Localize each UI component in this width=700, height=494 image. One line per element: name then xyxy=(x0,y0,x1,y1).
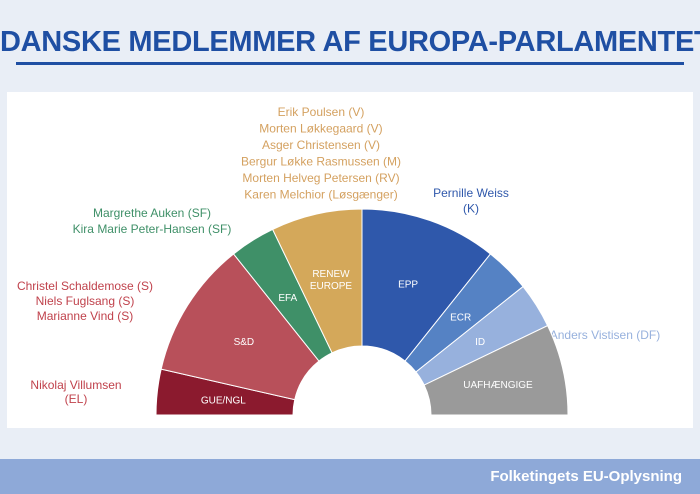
slice-label-renew-europe: RENEW EUROPE xyxy=(310,269,353,292)
member-name: Morten Løkkegaard (V) xyxy=(259,122,382,136)
members-id: Anders Vistisen (DF) xyxy=(550,328,660,342)
slice-label-epp: EPP xyxy=(398,279,418,290)
member-name: Christel Schaldemose (S) xyxy=(17,279,153,293)
member-name: Bergur Løkke Rasmussen (M) xyxy=(241,155,401,169)
member-name: Niels Fuglsang (S) xyxy=(36,294,135,308)
members-s-d: Christel Schaldemose (S)Niels Fuglsang (… xyxy=(17,279,153,323)
member-name: Anders Vistisen (DF) xyxy=(550,328,660,342)
slice-label-uafh-ngige: UAFHÆNGIGE xyxy=(463,380,533,391)
slice-s-d xyxy=(160,253,320,401)
member-name: Kira Marie Peter-Hansen (SF) xyxy=(73,222,232,236)
member-name: Erik Poulsen (V) xyxy=(278,105,365,119)
slice-label-gue-ngl: GUE/NGL xyxy=(201,395,246,406)
member-name: Marianne Vind (S) xyxy=(37,309,134,323)
slice-epp xyxy=(361,208,492,362)
member-name: Karen Melchior (Løsgænger) xyxy=(244,188,397,202)
member-name: Nikolaj Villumsen xyxy=(30,378,121,392)
member-name: Asger Christensen (V) xyxy=(262,138,380,152)
member-name: (EL) xyxy=(65,392,88,406)
member-name: Morten Helveg Petersen (RV) xyxy=(242,171,399,185)
slice-label-s-d: S&D xyxy=(234,337,255,348)
slice-label-ecr: ECR xyxy=(450,312,471,323)
members-epp: Pernille Weiss (K) xyxy=(433,186,509,216)
page-title: DANSKE MEDLEMMER AF EUROPA-PARLAMENTET xyxy=(0,26,700,58)
members-efa: Margrethe Auken (SF) Kira Marie Peter-Han… xyxy=(73,206,232,236)
member-name: Pernille Weiss xyxy=(433,186,509,200)
member-name: (K) xyxy=(463,202,479,216)
parliament-chart: GUE/NGL Nikolaj Villumsen(EL) S&D Christel … xyxy=(17,105,660,416)
members-gue-ngl: Nikolaj Villumsen(EL) xyxy=(30,378,121,406)
slice-label-id: ID xyxy=(475,337,485,348)
title-underline xyxy=(16,62,684,65)
footer-credit: Folketingets EU-Oplysning xyxy=(490,468,682,485)
members-renew-europe: Erik Poulsen (V) Morten Løkkegaard (V) Asg… xyxy=(241,105,401,202)
chart-panel: GUE/NGL Nikolaj Villumsen (EL) S&D Christel … xyxy=(7,92,693,428)
slice-label-efa: EFA xyxy=(278,293,297,304)
slice-uafh-ngige xyxy=(423,324,569,416)
member-name: Margrethe Auken (SF) xyxy=(93,206,211,220)
footer-bar: Folketingets EU-Oplysning xyxy=(0,459,700,494)
